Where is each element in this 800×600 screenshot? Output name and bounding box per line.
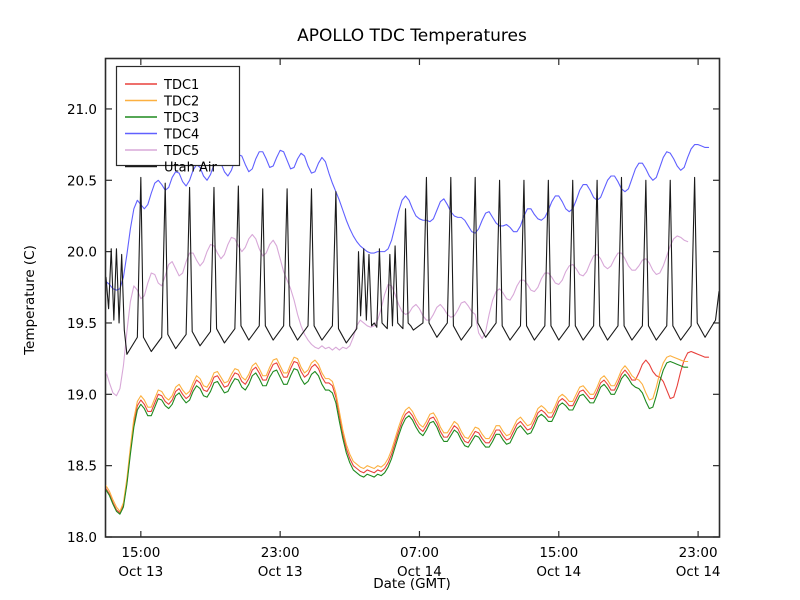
legend-label-tdc5: TDC5 xyxy=(163,144,199,159)
legend-label-tdc4: TDC4 xyxy=(163,128,199,143)
y-tick-label: 18.0 xyxy=(67,530,97,546)
plot-frame xyxy=(104,57,721,538)
x-tick-label-time: 07:00 xyxy=(400,545,439,561)
x-tick-label-time: 23:00 xyxy=(679,545,718,561)
series-line-utah-air xyxy=(106,176,719,355)
x-axis-ticks: 15:00 Oct 13 23:00 Oct 13 07:00 Oct 14 15:00 Oc… xyxy=(118,59,721,580)
y-tick-label: 20.5 xyxy=(67,173,97,189)
chart-title: APOLLO TDC Temperatures xyxy=(297,26,527,46)
x-tick-label-time: 15:00 xyxy=(539,545,578,561)
y-axis-ticks: 18.0 18.5 19.0 19.5 20.0 20.5 21.0 xyxy=(67,102,719,546)
y-tick-label: 21.0 xyxy=(67,102,97,118)
legend-label-tdc3: TDC3 xyxy=(163,111,199,126)
series-line-tdc2 xyxy=(106,355,689,512)
x-tick-label-date: Oct 14 xyxy=(536,564,581,580)
legend-label-utah-air: Utah Air xyxy=(164,161,217,176)
y-tick-label: 19.5 xyxy=(67,316,97,332)
data-series-group xyxy=(106,144,719,515)
x-tick-label-time: 23:00 xyxy=(261,545,300,561)
legend-label-tdc2: TDC2 xyxy=(163,95,199,110)
y-tick-label: 18.5 xyxy=(67,459,97,475)
y-tick-label: 20.0 xyxy=(67,245,97,261)
x-tick-label-date: Oct 13 xyxy=(258,564,303,580)
x-tick-label-date: Oct 14 xyxy=(397,564,442,580)
x-tick-label-time: 15:00 xyxy=(121,545,160,561)
y-axis-label: Temperature (C) xyxy=(22,245,38,356)
x-tick-label-date: Oct 14 xyxy=(676,564,721,580)
x-axis-label: Date (GMT) xyxy=(373,576,450,592)
series-line-tdc1 xyxy=(106,350,710,514)
y-tick-label: 19.0 xyxy=(67,387,97,403)
series-line-tdc4 xyxy=(106,144,710,291)
series-line-tdc3 xyxy=(106,360,689,515)
legend-label-tdc1: TDC1 xyxy=(163,78,199,93)
legend-background xyxy=(115,65,241,167)
x-tick-label-date: Oct 13 xyxy=(118,564,163,580)
